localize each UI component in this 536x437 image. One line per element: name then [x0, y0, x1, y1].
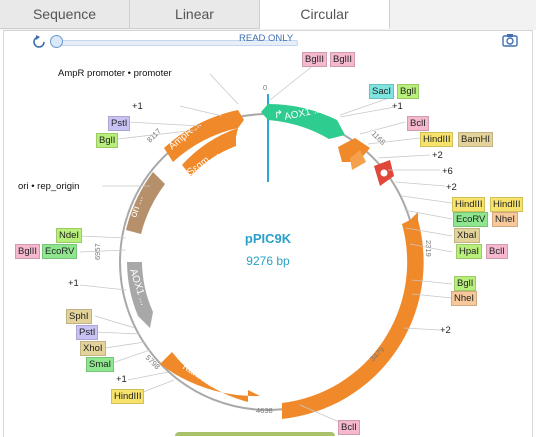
restriction-site-badge[interactable]: SmaI — [86, 357, 115, 372]
more-sites-count[interactable]: +1 — [68, 278, 79, 289]
tab-linear[interactable]: Linear — [130, 0, 260, 29]
more-sites-count[interactable]: +2 — [446, 182, 457, 193]
tick-label: 6957 — [93, 243, 102, 260]
label-ori[interactable]: ori • rep_origin — [18, 181, 80, 192]
restriction-site-badge[interactable]: BglI — [454, 276, 477, 291]
plasmid-length: 9276 bp — [246, 254, 290, 268]
restriction-site-badge[interactable]: EcoRV — [42, 244, 78, 259]
label-leader-lines — [79, 63, 453, 426]
restriction-site-badge[interactable]: BglII — [15, 244, 41, 259]
feature-kanr[interactable] — [160, 352, 260, 402]
restriction-site-badge[interactable]: SacI — [369, 84, 395, 99]
restriction-site-badge[interactable]: NdeI — [56, 228, 83, 243]
plasmid-name: pPIC9K — [245, 231, 292, 246]
restriction-site-badge[interactable]: BamHI — [458, 132, 494, 147]
camera-icon[interactable] — [502, 33, 518, 47]
restriction-site-badge[interactable]: BclI — [486, 244, 508, 259]
restriction-site-badge[interactable]: EcoRV — [453, 212, 489, 227]
rotation-slider-handle[interactable] — [50, 35, 63, 48]
restriction-site-badge[interactable]: BglI — [96, 133, 119, 148]
restriction-site-badge[interactable]: XhoI — [80, 341, 106, 356]
tab-sequence[interactable]: Sequence — [0, 0, 130, 29]
restriction-site-badge[interactable]: HindIII — [490, 197, 524, 212]
feature-red-dot-icon — [380, 169, 388, 177]
feature-pphis4[interactable] — [282, 212, 424, 419]
tab-circular[interactable]: Circular — [260, 0, 390, 29]
restriction-site-badge[interactable]: HpaI — [456, 244, 483, 259]
restriction-site-badge[interactable]: SphI — [66, 309, 92, 324]
tick-label: 0 — [263, 83, 267, 92]
selection-bar[interactable] — [175, 432, 335, 436]
tick-label: 4638 — [256, 406, 273, 415]
more-sites-count[interactable]: +2 — [432, 150, 443, 161]
restriction-site-badge[interactable]: PstI — [76, 325, 99, 340]
restriction-site-badge[interactable]: HindIII — [111, 389, 145, 404]
restriction-site-badge[interactable]: HindIII — [420, 132, 454, 147]
tick-label: 5798 — [144, 353, 162, 371]
restriction-site-badge[interactable]: HindIII — [452, 197, 486, 212]
map-panel — [3, 30, 533, 437]
more-sites-count[interactable]: +2 — [440, 325, 451, 336]
promoter-arrow-icon: ↱ — [274, 109, 283, 121]
restriction-site-badge[interactable]: NheI — [492, 212, 519, 227]
more-sites-count[interactable]: +1 — [116, 374, 127, 385]
restriction-site-badge[interactable]: BglII — [302, 52, 328, 67]
tick-label: 1168 — [370, 129, 388, 147]
view-tabs: Sequence Linear Circular — [0, 0, 536, 30]
tick-label: 2319 — [424, 240, 433, 257]
restriction-site-badge[interactable]: BclI — [338, 420, 360, 435]
feature-label: PpHIS4 • multifunctional enz... — [283, 273, 356, 397]
more-sites-count[interactable]: +6 — [442, 166, 453, 177]
feature-aox1-terminator[interactable] — [127, 262, 153, 328]
feature-ori[interactable] — [126, 172, 165, 234]
restriction-site-badge[interactable]: XbaI — [454, 228, 480, 243]
restriction-site-badge[interactable]: NheI — [451, 291, 478, 306]
label-ampr-promoter[interactable]: AmpR promoter • promoter — [58, 68, 172, 79]
restriction-site-badge[interactable]: BglI — [397, 84, 420, 99]
feature-ampr[interactable] — [164, 110, 244, 162]
feature-aox1-promoter[interactable] — [268, 104, 345, 139]
restriction-site-badge[interactable]: BglII — [330, 52, 356, 67]
restriction-site-badge[interactable]: PstI — [108, 116, 131, 131]
more-sites-count[interactable]: +1 — [132, 101, 143, 112]
read-only-label: READ ONLY — [239, 33, 294, 44]
more-sites-count[interactable]: +1 — [392, 101, 403, 112]
rotate-icon[interactable] — [30, 34, 50, 50]
feature-segment[interactable] — [182, 128, 238, 176]
restriction-site-badge[interactable]: BclI — [407, 116, 429, 131]
feature-small-orange-2[interactable] — [350, 150, 366, 170]
feature-aox1-tip — [261, 104, 268, 120]
